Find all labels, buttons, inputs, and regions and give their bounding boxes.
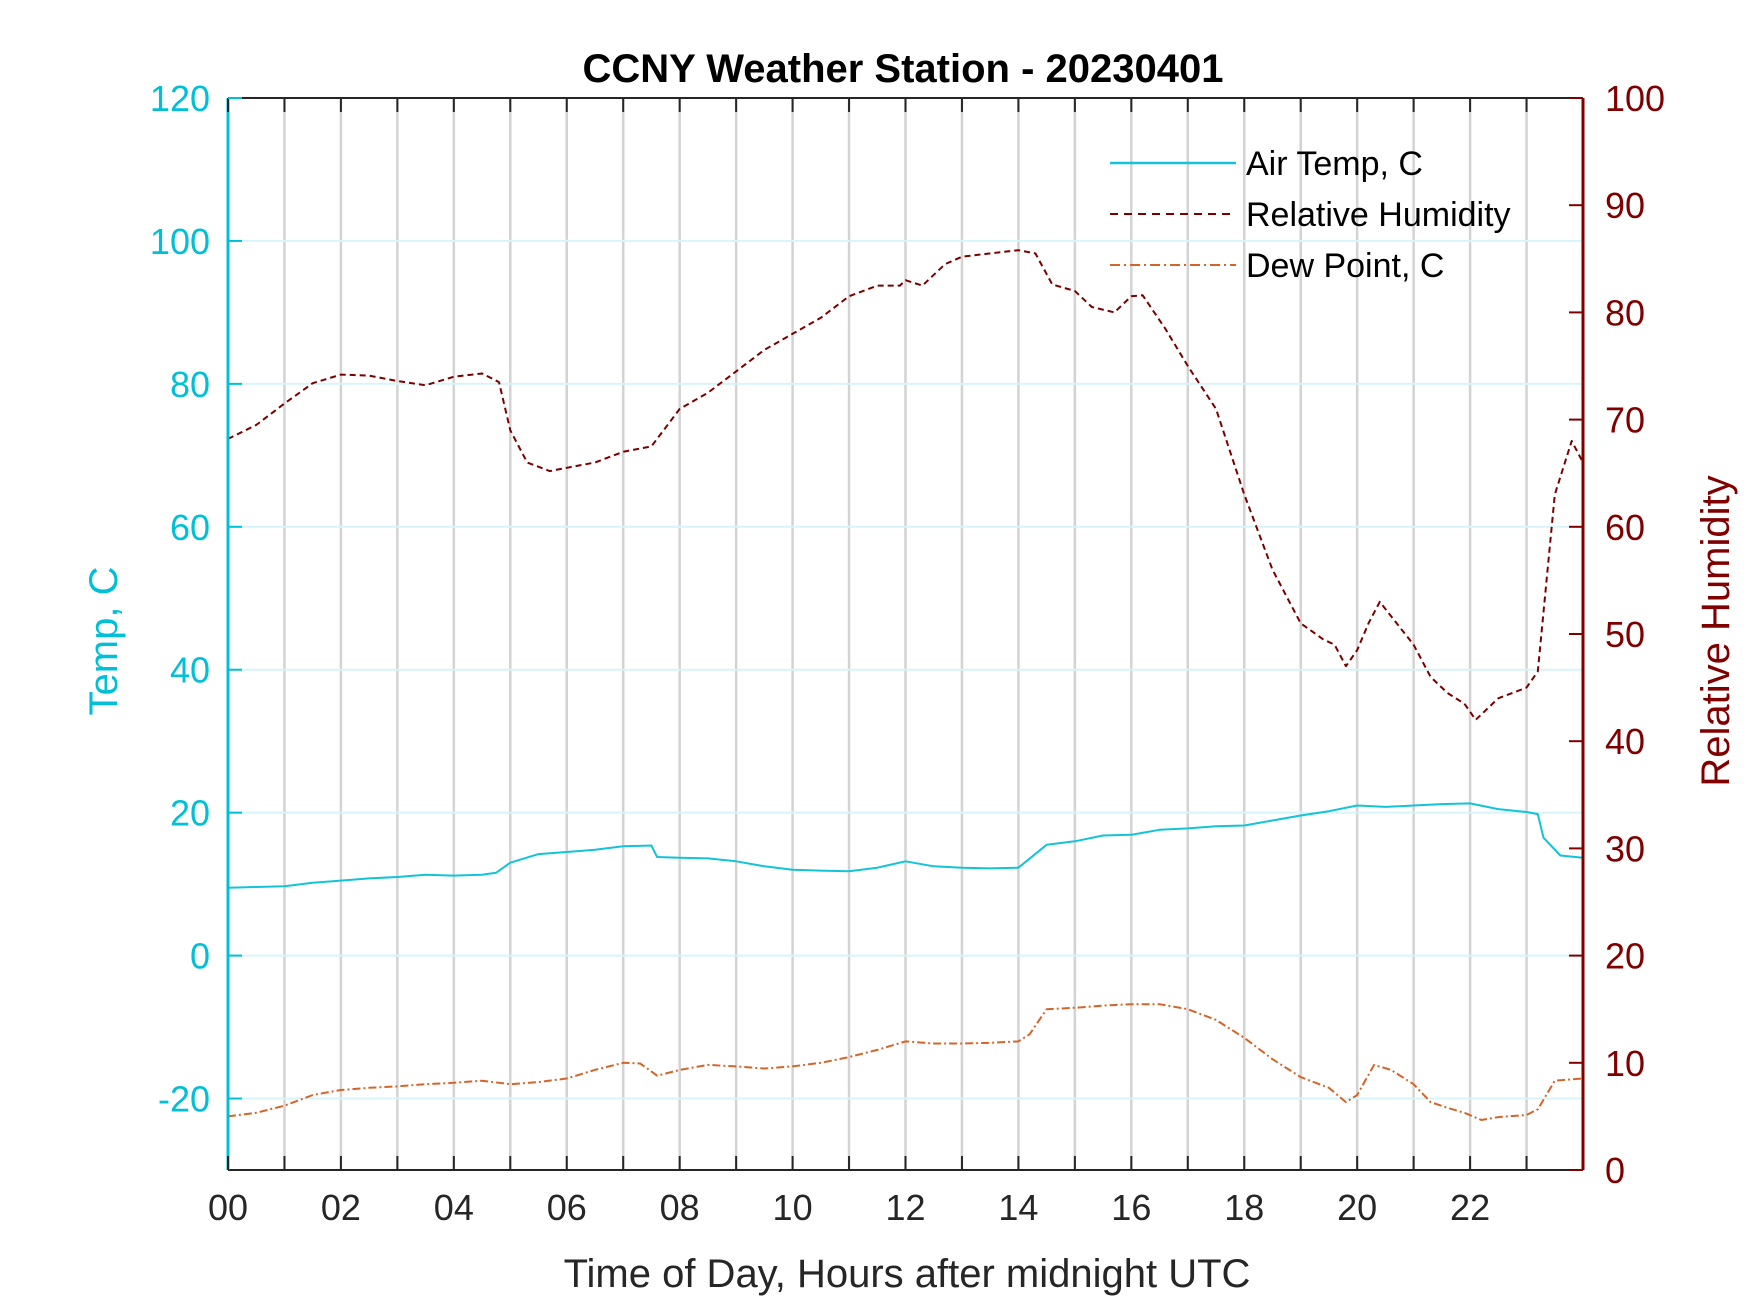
y-left-tick-label: 80 xyxy=(170,364,210,405)
x-tick-label: 12 xyxy=(885,1187,925,1228)
x-axis-label: Time of Day, Hours after midnight UTC xyxy=(564,1252,1251,1296)
chart-title: CCNY Weather Station - 20230401 xyxy=(583,47,1224,91)
y-right-tick-label: 90 xyxy=(1605,185,1645,226)
series-layer xyxy=(227,249,1584,1121)
series-line-temp xyxy=(227,802,1584,889)
x-tick-label: 08 xyxy=(660,1187,700,1228)
y-left-tick-label: 40 xyxy=(170,650,210,691)
x-tick-label: 02 xyxy=(321,1187,361,1228)
y-right-tick-label: 100 xyxy=(1605,78,1665,119)
y-right-tick-label: 10 xyxy=(1605,1043,1645,1084)
x-tick-label: 00 xyxy=(208,1187,248,1228)
y-left-tick-label: 100 xyxy=(150,221,210,262)
y-right-tick-label: 40 xyxy=(1605,721,1645,762)
y-right-tick-label: 60 xyxy=(1605,507,1645,548)
x-tick-label: 18 xyxy=(1224,1187,1264,1228)
x-tick-label: 10 xyxy=(773,1187,813,1228)
grid xyxy=(228,97,1583,1170)
y-axis-right-label: Relative Humidity xyxy=(1694,475,1738,786)
series-line-dew xyxy=(227,1003,1584,1121)
y-left-tick-label: -20 xyxy=(158,1079,210,1120)
tick-labels: 00 02 04 06 08 10 12 14 16 18 20 22-200204060801001… xyxy=(150,78,1665,1228)
x-tick-label: 20 xyxy=(1337,1187,1377,1228)
axes xyxy=(226,97,1585,1171)
legend-label-temp: Air Temp, C xyxy=(1246,145,1423,183)
y-axis-left-label: Temp, C xyxy=(82,567,126,716)
y-right-tick-label: 70 xyxy=(1605,400,1645,441)
x-tick-label: 14 xyxy=(998,1187,1038,1228)
y-right-tick-label: 50 xyxy=(1605,614,1645,655)
y-right-tick-label: 80 xyxy=(1605,292,1645,333)
y-right-tick-label: 30 xyxy=(1605,828,1645,869)
y-left-tick-label: 0 xyxy=(190,936,210,977)
y-left-tick-label: 60 xyxy=(170,507,210,548)
legend-label-dew: Dew Point, C xyxy=(1246,247,1444,285)
y-right-tick-label: 20 xyxy=(1605,936,1645,977)
x-tick-label: 06 xyxy=(547,1187,587,1228)
legend: Air Temp, C Relative Humidity Dew Point,… xyxy=(1110,145,1511,285)
x-tick-label: 16 xyxy=(1111,1187,1151,1228)
legend-label-rh: Relative Humidity xyxy=(1246,196,1511,234)
y-left-tick-label: 20 xyxy=(170,793,210,834)
x-tick-label: 04 xyxy=(434,1187,474,1228)
y-right-tick-label: 0 xyxy=(1605,1150,1625,1191)
y-left-tick-label: 120 xyxy=(150,78,210,119)
series-line-rh xyxy=(227,249,1584,721)
x-tick-label: 22 xyxy=(1450,1187,1490,1228)
